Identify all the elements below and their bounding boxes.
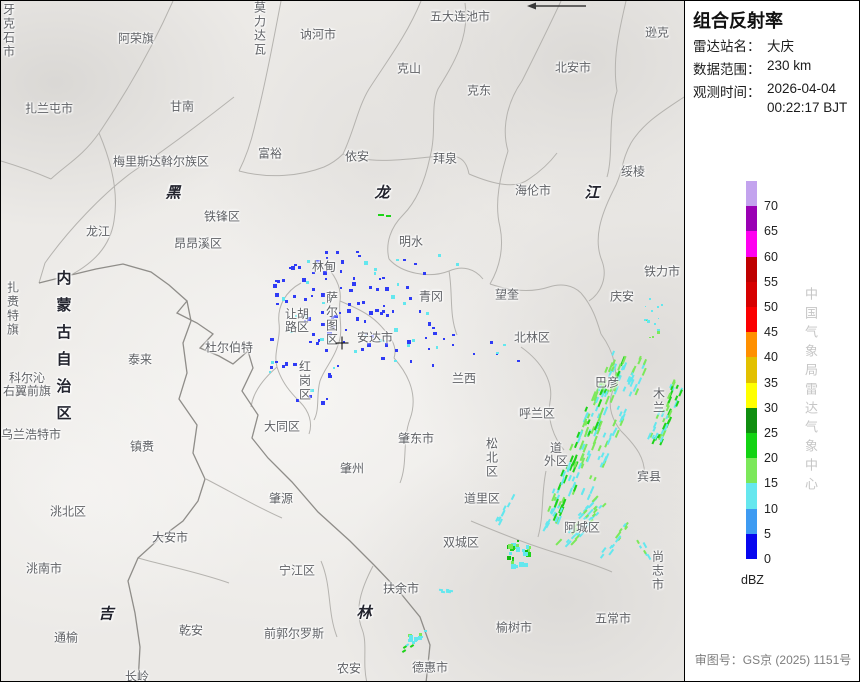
legend-color-segment: [746, 307, 757, 333]
legend-tick: 25: [764, 426, 778, 440]
legend-color-segment: [746, 357, 757, 383]
legend-tick: 45: [764, 325, 778, 340]
obs-time-clock: 00:22:17 BJT: [767, 100, 848, 115]
legend-color-segment: [746, 382, 757, 408]
legend-tick: 55: [764, 274, 778, 289]
legend-tick: 5: [764, 526, 771, 541]
legend-tick: 60: [764, 249, 778, 264]
legend-color-segment: [746, 508, 757, 534]
station-label: 雷达站名：: [693, 39, 761, 54]
legend-color-segment: [746, 332, 757, 358]
legend-tick: 20: [764, 451, 778, 466]
station-value: 大庆: [767, 39, 794, 54]
legend-color-segment: [746, 256, 757, 282]
legend-tick: 50: [764, 300, 778, 314]
legend-tick: 70: [764, 199, 778, 214]
obs-time-date: 2026-04-04: [767, 81, 837, 96]
legend-color-segment: [746, 181, 757, 207]
radar-station-marker: [335, 336, 349, 350]
legend-color-segment: [746, 407, 757, 434]
legend-color-segment: [746, 231, 757, 257]
river-arrow: [527, 2, 586, 10]
legend-tick: 15: [764, 476, 778, 491]
legend-unit-label: dBZ: [741, 573, 764, 587]
legend-tick: 40: [764, 350, 778, 365]
legend-color-segment: [746, 458, 757, 484]
legend-tick: 30: [764, 400, 778, 415]
map-approval-number: 审图号：GS京 (2025) 1151号: [694, 653, 852, 667]
range-label: 数据范围：: [693, 62, 761, 77]
legend-color-segment: [746, 533, 757, 560]
map-boundary-lines: [1, 1, 684, 681]
agency-watermark: 中国气象局雷达气象中心: [803, 287, 818, 496]
obs-time-label: 观测时间：: [693, 85, 761, 100]
station-row: 雷达站名： 大庆: [693, 35, 794, 55]
legend-color-segment: [746, 206, 757, 232]
legend-tick: 65: [764, 224, 778, 239]
legend-color-segment: [746, 281, 757, 308]
legend-color-segment: [746, 433, 757, 459]
radar-map[interactable]: 牙克石市 阿荣旗 扎兰屯市 甘南 梅里斯达斡尔族区 莫力达瓦 讷河市 五大连池市 克山 克东 北安市…: [1, 1, 685, 681]
legend-tick: 0: [764, 552, 771, 566]
legend-color-bar: [746, 181, 757, 560]
legend-tick: 35: [764, 375, 778, 390]
range-value: 230 km: [767, 58, 812, 73]
legend-tick: 10: [764, 501, 778, 516]
product-title: 组合反射率: [693, 11, 783, 31]
legend-color-segment: [746, 483, 757, 509]
range-row: 数据范围： 230 km: [693, 58, 811, 78]
obs-time-row: 观测时间： 2026-04-04: [693, 81, 836, 101]
info-sidebar: 组合反射率 雷达站名： 大庆 数据范围： 230 km 观测时间： 2026-0…: [685, 1, 859, 681]
